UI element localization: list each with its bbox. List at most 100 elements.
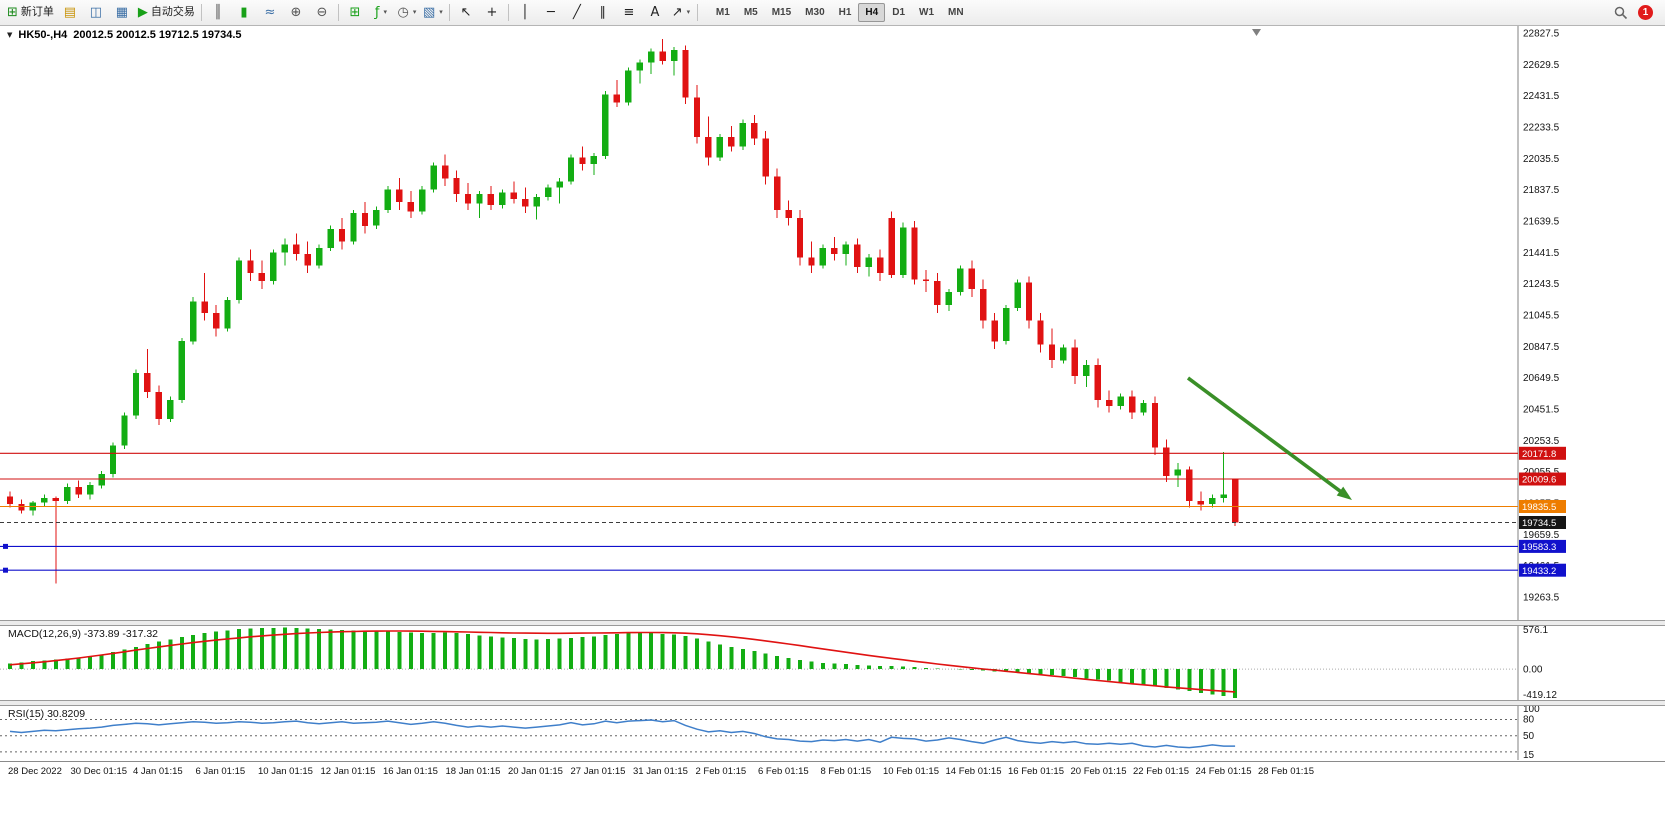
pane-splitter[interactable] bbox=[0, 700, 1665, 706]
time-axis-label: 14 Feb 01:15 bbox=[945, 766, 1002, 777]
profiles-icon: ▤ bbox=[63, 5, 77, 20]
price-axis-label: 22629.5 bbox=[1523, 60, 1560, 71]
price-tag bbox=[1519, 539, 1566, 553]
chart-collapse-icon: ▼ bbox=[7, 31, 13, 39]
time-axis-label: 27 Jan 01:15 bbox=[570, 766, 626, 777]
vertical-line-icon: │ bbox=[520, 5, 529, 20]
toolbar-separator bbox=[337, 4, 339, 21]
line-chart-icon: ≈ bbox=[264, 5, 276, 20]
timeframe-button-h1[interactable]: H1 bbox=[838, 7, 852, 18]
candlestick-icon: ▮ bbox=[240, 5, 248, 20]
horizontal-line-button[interactable]: ─ bbox=[538, 3, 564, 23]
tile-windows-button[interactable]: ⊞ bbox=[342, 3, 368, 23]
chevron-down-icon: ▾ bbox=[439, 8, 443, 16]
zoom-out-button[interactable]: ⊖ bbox=[309, 3, 335, 23]
indicators-button[interactable]: ƒ ▾ bbox=[368, 3, 394, 23]
arrows-icon: ↗ bbox=[671, 5, 683, 20]
clock-icon: ◷ bbox=[397, 5, 409, 20]
algo-trading-button[interactable]: ▶ 自动交易 bbox=[135, 3, 198, 23]
price-line-20009.6[interactable]: 20009.6 bbox=[0, 472, 1566, 486]
time-axis: 28 Dec 2022 30 Dec 01:15 4 Jan 01:15 6 Jan … bbox=[0, 761, 1665, 784]
toolbar: ⊞ 新订单 ▤ ◫ ▦ ▶ 自动交易 ║ ▮ ≈ ⊕ ⊖ ⊞ ƒ ▾ ◷ ▾ ▧ ▾ ↖ + │ ─ ╱ ∥ ≡ A ↗ ▾ M1 M5 M1… bbox=[0, 0, 1665, 26]
price-tag bbox=[1519, 472, 1566, 486]
timeframe-button-m1[interactable]: M1 bbox=[715, 7, 730, 18]
candlestick-chart-button[interactable]: ▮ bbox=[231, 3, 257, 23]
zoom-out-icon: ⊖ bbox=[316, 5, 328, 20]
price-axis-label: 19263.5 bbox=[1523, 593, 1560, 604]
timeframe-button-d1[interactable]: D1 bbox=[892, 7, 906, 18]
trendline-button[interactable]: ╱ bbox=[564, 3, 590, 23]
timeframe-button-mn[interactable]: MN bbox=[948, 7, 964, 18]
channel-button[interactable]: ∥ bbox=[590, 3, 616, 23]
bar-chart-button[interactable]: ║ bbox=[205, 3, 231, 23]
template-icon: ▧ bbox=[423, 5, 436, 20]
market-watch-icon: ▦ bbox=[115, 5, 129, 20]
price-tag bbox=[1519, 563, 1566, 577]
time-axis-label: 31 Jan 01:15 bbox=[633, 766, 688, 777]
price-line-19835.5[interactable]: 19835.5 bbox=[0, 500, 1566, 513]
price-line-20171.8[interactable]: 20171.8 bbox=[0, 446, 1566, 460]
time-axis-label: 2 Feb 01:15 bbox=[695, 766, 747, 777]
pane-splitter[interactable] bbox=[0, 620, 1665, 626]
chart-ohlc-header: ▼ HK50-,H4 20012.5 20012.5 19712.5 19734… bbox=[7, 29, 242, 41]
trendline-icon: ╱ bbox=[572, 5, 581, 20]
svg-text:20009.6: 20009.6 bbox=[1522, 475, 1556, 486]
fibonacci-button[interactable]: ≡ bbox=[616, 3, 642, 23]
timeframe-button-m5[interactable]: M5 bbox=[743, 7, 758, 18]
macd-axis-label: 0.00 bbox=[1523, 664, 1543, 675]
play-icon: ▶ bbox=[137, 5, 148, 20]
line-handle bbox=[3, 567, 8, 573]
rsi-label: RSI(15) 30.8209 bbox=[8, 708, 86, 720]
data-window-button[interactable]: ◫ bbox=[83, 3, 109, 23]
time-axis-label: 8 Feb 01:15 bbox=[820, 766, 872, 777]
price-line-19583.3[interactable]: 19583.3 bbox=[0, 539, 1566, 553]
notification-badge[interactable]: 1 bbox=[1638, 5, 1653, 20]
fibonacci-icon: ≡ bbox=[623, 5, 635, 20]
price-line-19433.2[interactable]: 19433.2 bbox=[0, 563, 1566, 577]
timeframe-button-w1[interactable]: W1 bbox=[919, 7, 935, 18]
price-axis-label: 21045.5 bbox=[1523, 311, 1560, 322]
arrows-button[interactable]: ↗ ▾ bbox=[668, 3, 694, 23]
toolbar-separator bbox=[448, 4, 450, 21]
periods-button[interactable]: ◷ ▾ bbox=[394, 3, 420, 23]
chart-shift-marker[interactable] bbox=[1252, 29, 1261, 36]
price-tag bbox=[1519, 446, 1566, 460]
crosshair-button[interactable]: + bbox=[479, 3, 505, 23]
chevron-down-icon: ▾ bbox=[686, 8, 691, 16]
rsi-axis-label: 80 bbox=[1523, 715, 1535, 726]
time-axis-label: 12 Jan 01:15 bbox=[320, 766, 376, 777]
chart-ohlc-values: 20012.5 20012.5 19712.5 19734.5 bbox=[73, 29, 242, 41]
text-button[interactable]: A bbox=[642, 3, 668, 23]
trend-arrow[interactable] bbox=[1186, 376, 1352, 500]
price-axis-label: 21441.5 bbox=[1523, 248, 1560, 259]
new-order-button[interactable]: ⊞ 新订单 bbox=[4, 3, 57, 23]
profiles-button[interactable]: ▤ bbox=[57, 3, 83, 23]
search-button[interactable] bbox=[1608, 3, 1634, 23]
price-tag bbox=[1519, 516, 1566, 529]
time-axis-label: 4 Jan 01:15 bbox=[133, 766, 183, 777]
chevron-down-icon: ▾ bbox=[412, 8, 417, 16]
cursor-button[interactable]: ↖ bbox=[453, 3, 479, 23]
vertical-line-button[interactable]: │ bbox=[512, 3, 538, 23]
zoom-in-button[interactable]: ⊕ bbox=[283, 3, 309, 23]
market-watch-button[interactable]: ▦ bbox=[109, 3, 135, 23]
main-price-pane[interactable]: 22827.5 22629.5 22431.5 22233.5 22035.5 21837… bbox=[0, 26, 1665, 620]
macd-pane[interactable]: 576.1 0.00 -419.12 bbox=[0, 626, 1665, 700]
timeframe-button-m15[interactable]: M15 bbox=[771, 7, 792, 18]
timeframe-button-m30[interactable]: M30 bbox=[805, 7, 825, 18]
svg-text:19734.5: 19734.5 bbox=[1522, 518, 1556, 529]
macd-label: MACD(12,26,9) -373.89 -317.32 bbox=[8, 628, 158, 640]
price-axis-label: 20649.5 bbox=[1523, 373, 1560, 384]
timeframe-button-h4[interactable]: H4 bbox=[858, 3, 886, 22]
price-line-19734.5[interactable]: 19734.5 bbox=[0, 516, 1566, 529]
search-icon bbox=[1614, 6, 1628, 19]
chevron-down-icon: ▾ bbox=[383, 8, 387, 16]
time-axis-label: 16 Feb 01:15 bbox=[1008, 766, 1064, 777]
macd-axis-label: 576.1 bbox=[1523, 626, 1548, 636]
templates-button[interactable]: ▧ ▾ bbox=[420, 3, 446, 23]
chart-symbol-period: HK50-,H4 bbox=[18, 29, 68, 41]
line-chart-button[interactable]: ≈ bbox=[257, 3, 283, 23]
time-axis-label: 6 Jan 01:15 bbox=[195, 766, 246, 777]
